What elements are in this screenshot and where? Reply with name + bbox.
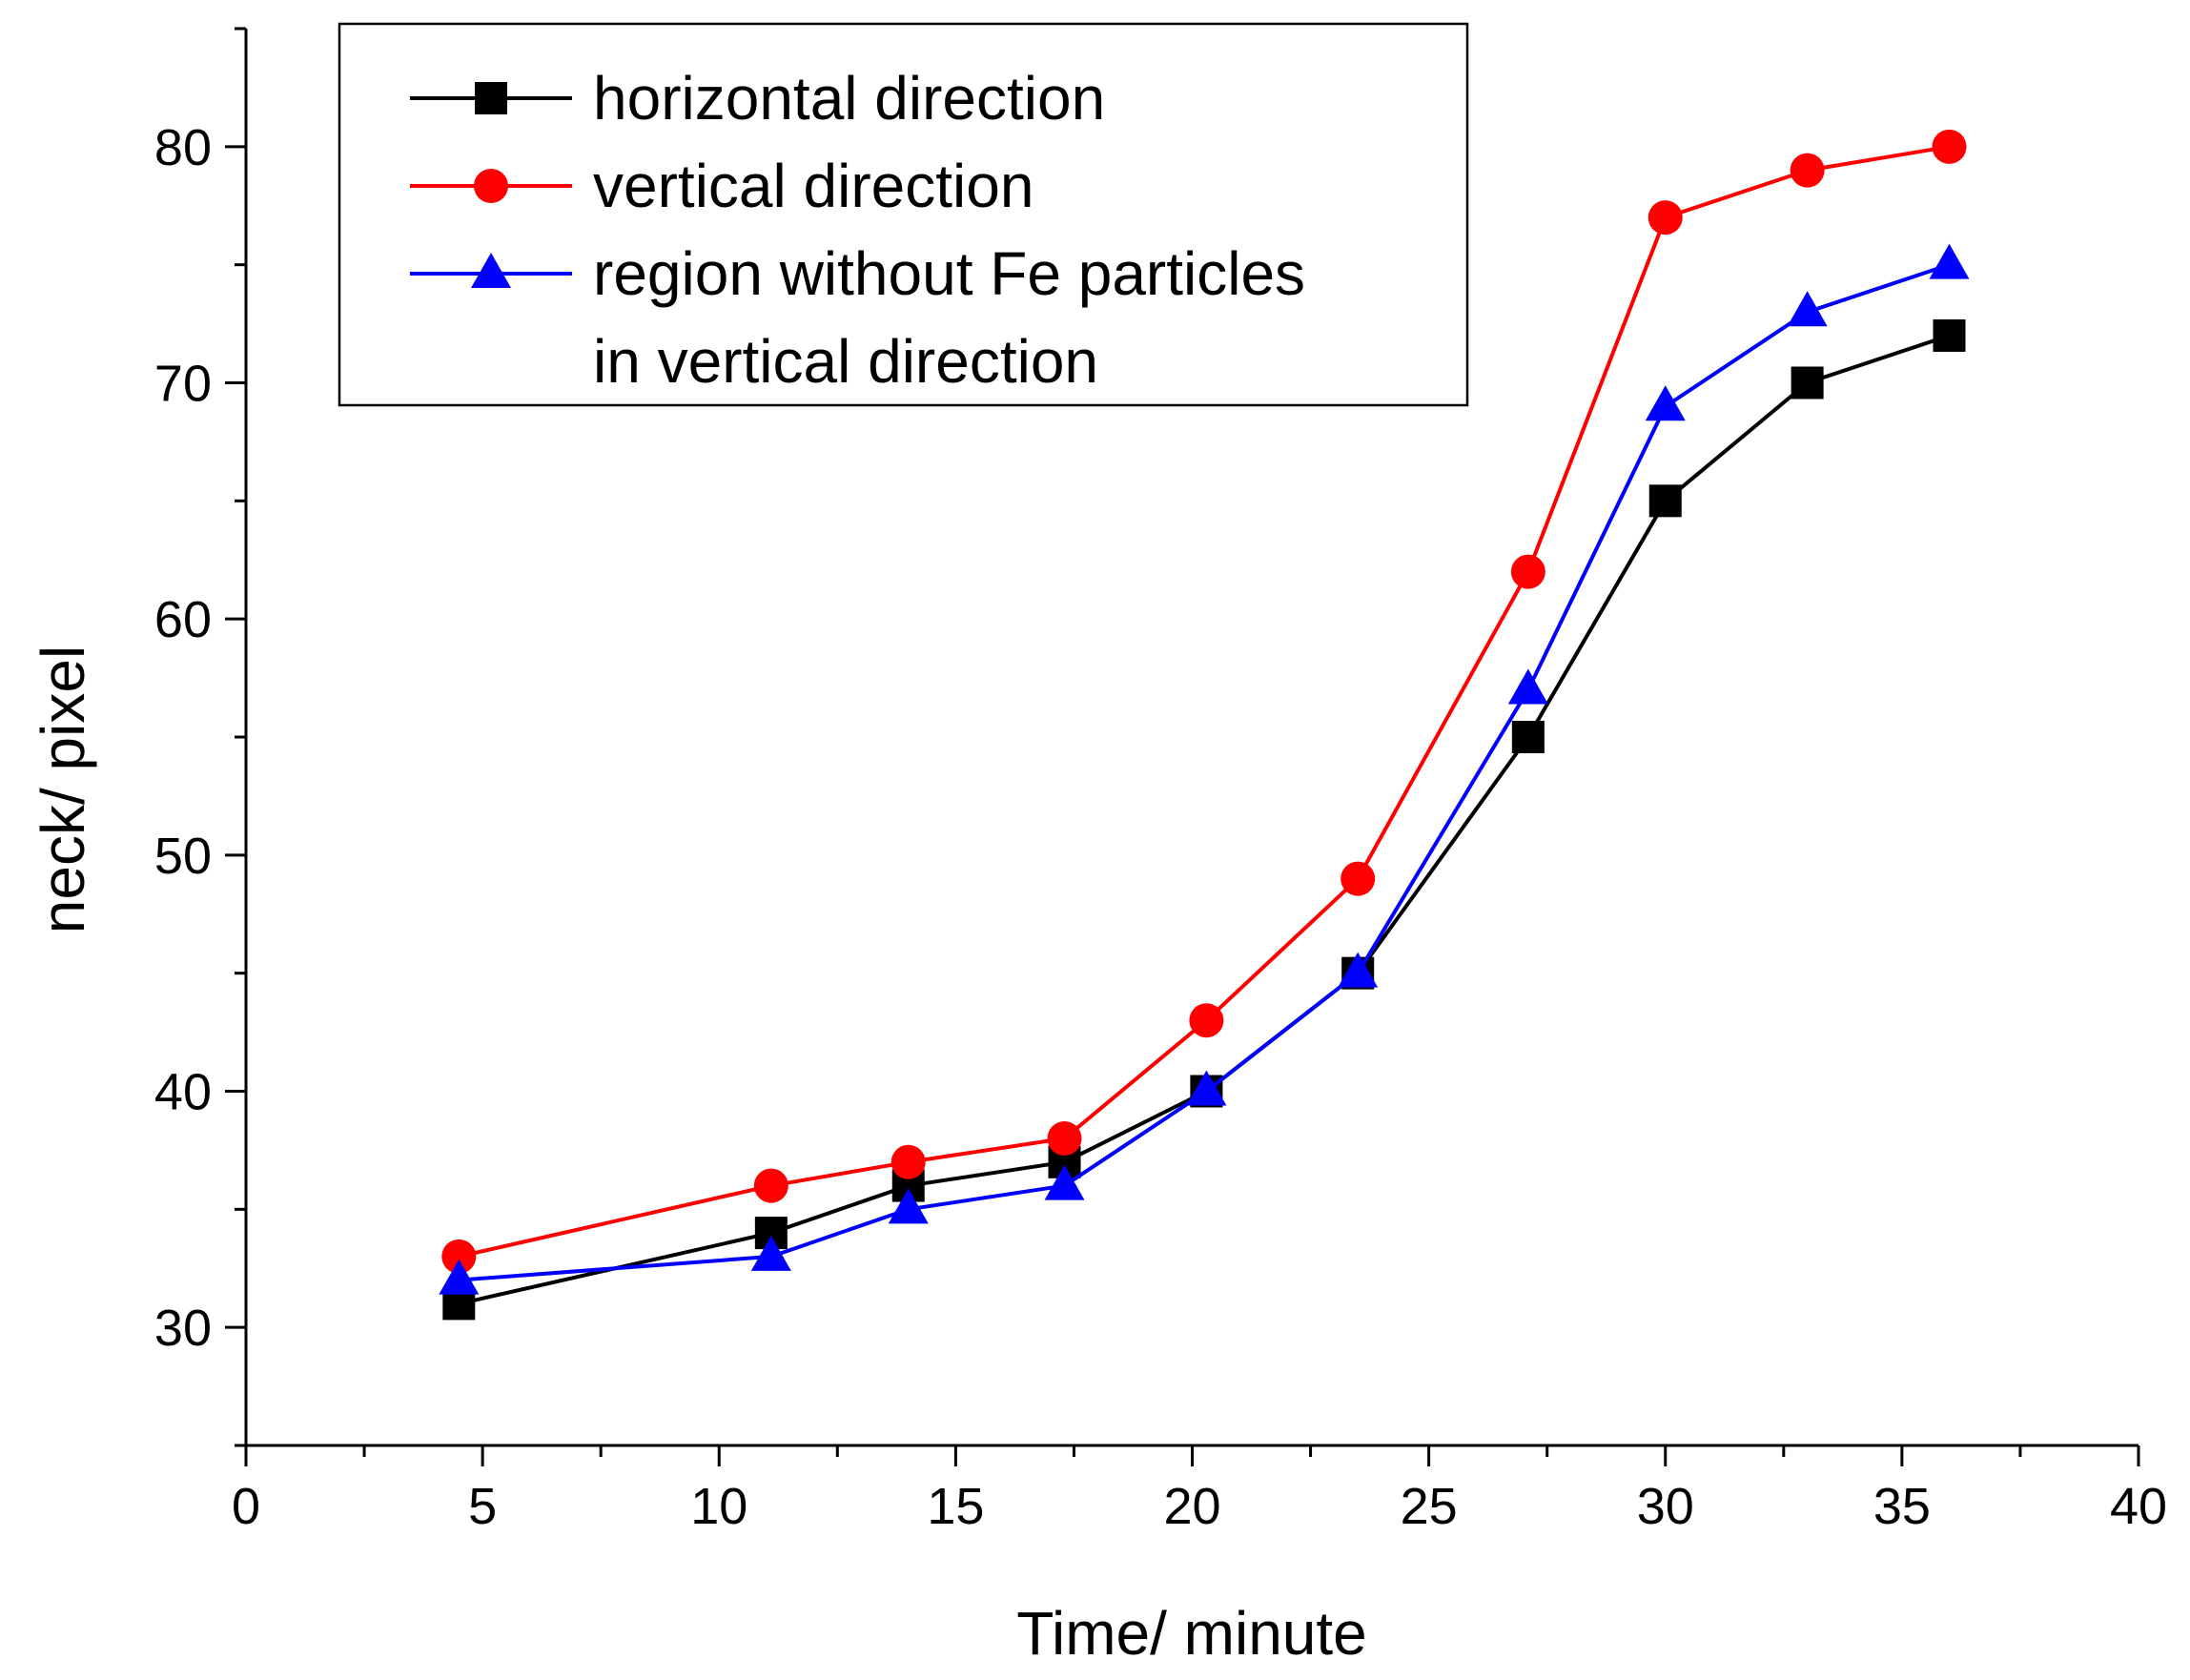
series-line [459,262,1951,1282]
data-point [1510,554,1545,589]
data-point [888,1188,929,1224]
data-point [1645,385,1686,421]
y-tick-label: 40 [154,1064,212,1121]
x-tick-label: 5 [468,1478,497,1535]
data-point [1341,861,1376,896]
data-point [1932,129,1967,164]
legend: horizontal direction vertical direction re… [338,22,1469,407]
y-tick-label: 70 [154,356,212,413]
data-point [1189,1003,1224,1038]
x-tick-label: 20 [1163,1478,1220,1535]
data-point [1648,200,1683,236]
legend-box [338,22,1469,407]
y-tick-label: 80 [154,119,212,176]
data-point [1338,952,1379,988]
legend-label: horizontal direction [593,64,1105,133]
legend-marker-circle [474,169,508,203]
axes-group: 0 5 10 15 20 25 30 35 40 30 40 50 60 70 80 [154,27,2167,1535]
data-point [1044,1164,1085,1200]
series-square [442,318,1966,1321]
x-tick-label: 15 [927,1478,984,1535]
data-point [1787,291,1828,327]
series-group [439,129,1970,1321]
x-tick-label: 25 [1401,1478,1458,1535]
data-point [1929,243,1970,279]
x-tick-label: 10 [690,1478,747,1535]
x-tick-label: 35 [1873,1478,1931,1535]
data-point [1047,1121,1082,1157]
data-point [1790,153,1825,188]
y-tick-label: 60 [154,591,212,648]
data-point [441,1239,477,1274]
data-point [1507,668,1548,705]
data-point [1511,721,1545,753]
data-point [1791,366,1824,400]
x-tick-label: 40 [2110,1478,2167,1535]
y-axis-title: neck/ pixel [29,645,97,933]
data-point [1933,318,1966,352]
data-point [890,1144,926,1179]
series-triangle [439,243,1970,1295]
y-tick-label: 50 [154,828,212,885]
data-point [439,1259,480,1295]
data-point [1186,1070,1227,1106]
x-tick-label: 0 [232,1478,260,1535]
legend-label: vertical direction [593,152,1034,220]
series-circle [441,129,1967,1274]
legend-label: region without Fe particles [593,239,1305,308]
data-point [1648,484,1682,518]
x-tick-label: 30 [1637,1478,1694,1535]
legend-marker-square [475,82,507,114]
legend-label: in vertical direction [593,327,1098,396]
x-axis-title: Time/ minute [1016,1599,1367,1668]
series-line [458,334,1951,1306]
y-tick-label: 30 [154,1300,212,1357]
data-point [753,1168,788,1203]
series-line [458,144,1950,1259]
data-point [750,1235,791,1271]
legend-marker-triangle [471,253,511,288]
